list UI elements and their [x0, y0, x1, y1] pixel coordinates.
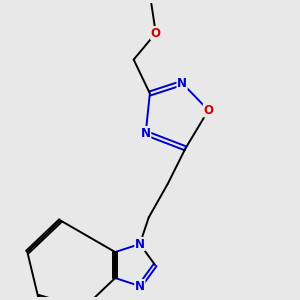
Text: O: O — [151, 27, 161, 40]
Text: O: O — [203, 104, 213, 117]
Text: N: N — [141, 127, 151, 140]
Text: N: N — [135, 280, 145, 292]
Text: N: N — [177, 76, 187, 89]
Text: N: N — [135, 238, 145, 250]
